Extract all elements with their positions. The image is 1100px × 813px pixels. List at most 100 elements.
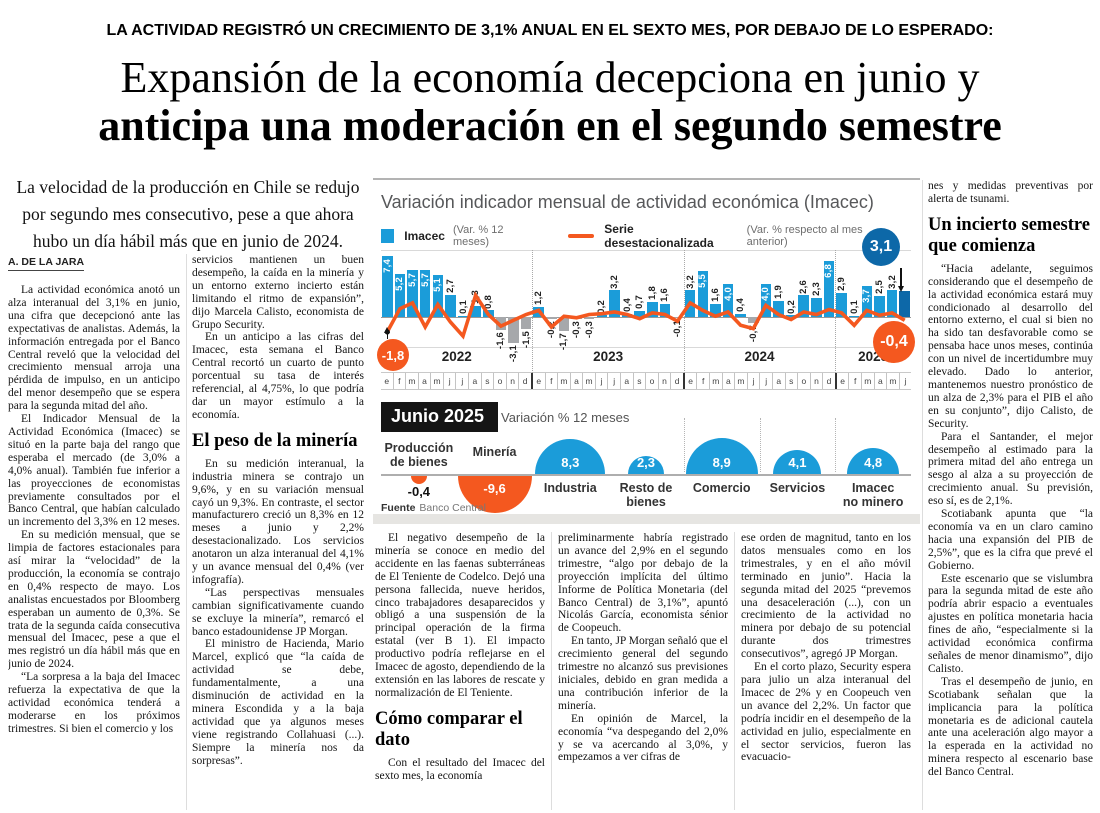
month-tick: a (417, 373, 431, 389)
month-tick: j (455, 373, 468, 389)
article-paragraph: Scotiabank apunta que “la economía va en… (928, 508, 1093, 572)
sector-value: -9,6 (483, 481, 506, 496)
legend-series-name: Imacec (404, 229, 445, 243)
imacec-bar (546, 317, 557, 319)
month-tick: a (771, 373, 785, 389)
imacec-bar (811, 297, 822, 317)
lead-paragraph: La velocidad de la producción en Chile s… (16, 177, 360, 252)
imacec-bar (647, 302, 658, 317)
month-tick: s (632, 373, 646, 389)
month-tick: e (682, 373, 697, 389)
imacec-bar (558, 317, 570, 332)
month-tick: m (886, 373, 899, 389)
legend-square-swatch (381, 229, 395, 243)
infographic-top-rule (373, 178, 920, 180)
article-paragraph: “Las perspectivas mensuales cambian sign… (192, 586, 364, 638)
imacec-infographic: Variación indicador mensual de actividad… (373, 178, 920, 524)
month-tick: o (645, 373, 658, 389)
month-tick: e (530, 373, 545, 389)
year-label: 2024 (744, 349, 775, 364)
deseasonalized-line (384, 291, 906, 340)
month-tick: o (493, 373, 506, 389)
month-tick: e (384, 376, 390, 386)
month-tick: a (468, 373, 481, 389)
start-arrowhead (383, 327, 390, 333)
month-tick: n (809, 373, 823, 389)
imacec-bar (823, 260, 835, 317)
start-arrow-stem (386, 332, 388, 339)
imacec-bar (596, 315, 608, 317)
sector-semicircle (628, 456, 664, 474)
source-label: Fuente (381, 502, 416, 514)
month-tick: m (557, 373, 570, 389)
sector-label: Minería (472, 445, 517, 459)
section-subhead: Un incierto semestre que comienza (928, 214, 1090, 256)
imacec-bar (722, 283, 734, 317)
column-rule (734, 532, 735, 810)
article-paragraph: La actividad económica anotó un alza int… (8, 284, 180, 413)
month-tick: m (709, 373, 722, 389)
month-tick: j (607, 373, 620, 389)
article-column-2: servicios mantienen un buen desempeño, l… (192, 254, 364, 810)
column-rule (186, 254, 187, 810)
imacec-bar (382, 255, 393, 317)
imacec-bar (672, 317, 683, 318)
sector-label: Resto de bienes (619, 481, 673, 509)
month-tick: m (734, 373, 747, 389)
line-end-value-bubble: -0,4 (873, 321, 915, 363)
sector-label: Producción de bienes (384, 441, 454, 469)
article-paragraph: El ministro de Hacienda, Mario Marcel, e… (192, 638, 364, 767)
imacec-last-value-bubble: 3,1 (862, 228, 900, 266)
sector-label: Comercio (692, 481, 751, 495)
month-tick: f (392, 373, 406, 389)
month-tick: o (797, 373, 810, 389)
imacec-bar (886, 290, 898, 317)
month-tick: a (721, 373, 735, 389)
month-tick: j (746, 373, 760, 389)
month-tick: j (594, 373, 608, 389)
article-column-3: El negativo desempeño de la minería se c… (375, 532, 545, 810)
article-column-5: ese orden de magnitud, tanto en los dato… (741, 532, 911, 810)
month-tick: m (860, 373, 874, 389)
month-tick: m (405, 373, 418, 389)
month-tick: f (848, 373, 861, 389)
month-tick: j (759, 373, 772, 389)
year-label: 2023 (593, 349, 624, 364)
imacec-bar (609, 290, 620, 317)
sector-value: 4,8 (864, 455, 883, 470)
imacec-bar (432, 274, 444, 317)
sector-value: 2,3 (636, 455, 656, 470)
imacec-bar (445, 294, 456, 317)
legend-series-name: Serie desestacionalizada (604, 222, 714, 250)
imacec-bar (457, 316, 469, 317)
chart-legend: Imacec (Var. % 12 meses) Serie desestacion… (381, 222, 920, 250)
imacec-bar (508, 317, 519, 343)
article-paragraph: servicios mantienen un buen desempeño, l… (192, 254, 364, 331)
column-rule (551, 532, 552, 810)
month-tick: n (505, 373, 519, 389)
imacec-bar (785, 315, 797, 317)
article-paragraph: El negativo desempeño de la minería se c… (375, 532, 545, 699)
sector-value: -0,4 (407, 484, 431, 499)
imacec-bar (798, 295, 809, 317)
sector-label: Servicios (769, 481, 826, 495)
article-paragraph: En un anticipo a las cifras del Imacec, … (192, 331, 364, 421)
month-tick: n (657, 373, 671, 389)
month-tick: f (696, 373, 709, 389)
article-paragraph: “La sorpresa a la baja del Imacec refuer… (8, 671, 180, 735)
sector-baseline (381, 474, 911, 476)
month-tick: m (430, 373, 443, 389)
imacec-bar (836, 292, 847, 317)
article-paragraph: Este escenario que se vislumbra para la … (928, 572, 1093, 675)
sector-separator (683, 418, 685, 472)
article-paragraph: Con el resultado del Imacec del sexto me… (375, 756, 545, 782)
article-column-1: La actividad económica anotó un alza int… (8, 284, 180, 810)
month-tick: a (619, 373, 633, 389)
sector-separator (835, 418, 837, 472)
imacec-bar (710, 303, 721, 317)
imacec-bar (659, 303, 671, 317)
article-paragraph: El Indicador Mensual de la Actividad Eco… (8, 413, 180, 529)
imacec-bar (520, 317, 532, 330)
balloon-arrow-stem (900, 268, 902, 286)
